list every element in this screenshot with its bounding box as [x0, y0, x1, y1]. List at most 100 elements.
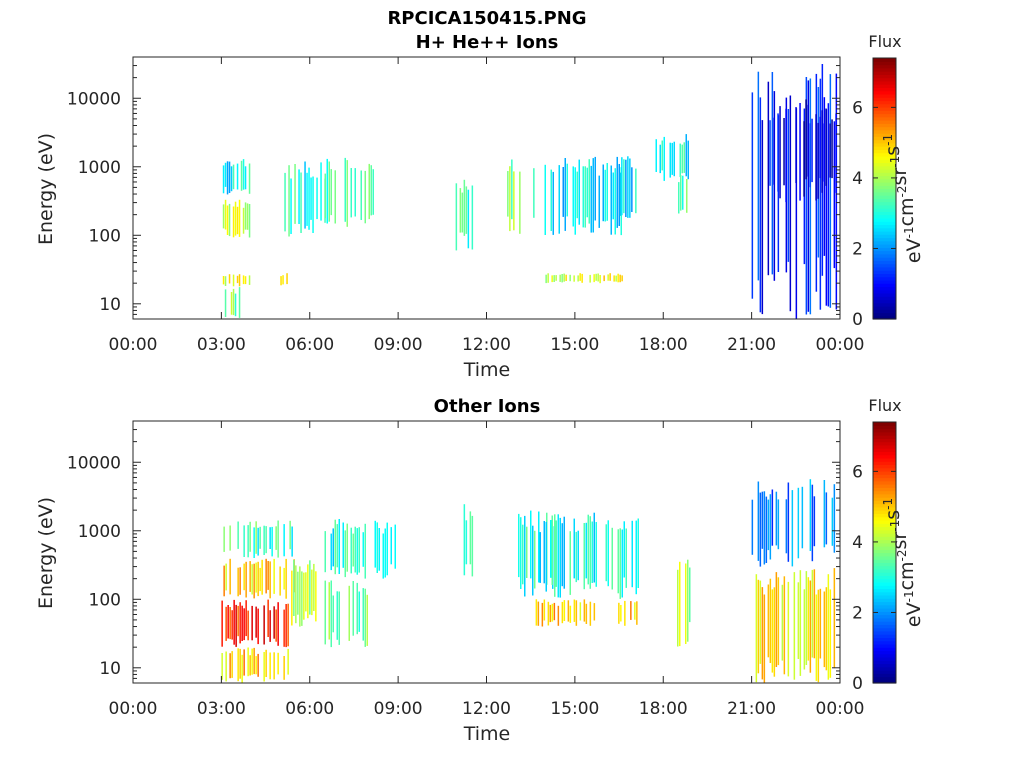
flux-strip — [362, 588, 364, 641]
flux-strip — [581, 273, 583, 283]
flux-region — [324, 519, 396, 579]
y-tick-label: 10 — [99, 659, 121, 679]
flux-strip — [239, 602, 241, 644]
flux-strip — [238, 274, 241, 287]
flux-strip — [578, 159, 580, 225]
flux-strip — [338, 591, 340, 645]
flux-strip — [751, 92, 754, 299]
flux-region — [678, 175, 688, 214]
unit-exponent: -2 — [895, 185, 909, 197]
colorbar-segment — [873, 591, 896, 596]
colorbar-segment — [873, 604, 896, 609]
flux-strip — [817, 122, 819, 199]
flux-strip — [354, 168, 356, 217]
flux-strip — [364, 588, 366, 647]
flux-strip — [805, 77, 808, 315]
flux-strip — [819, 116, 821, 179]
colorbar-segment — [873, 621, 896, 625]
flux-strip — [271, 526, 273, 557]
flux-strip — [237, 605, 239, 637]
flux-strip — [611, 527, 613, 590]
colorbar-segment — [873, 457, 896, 462]
flux-strip — [277, 602, 279, 646]
colorbar-segment — [873, 493, 896, 498]
flux-strip — [236, 163, 239, 190]
figure-filename: RPCICA150415.PNG — [387, 8, 586, 29]
colorbar-segment — [873, 110, 896, 115]
colorbar-segment — [873, 637, 896, 642]
panel-title: H+ He++ Ions — [416, 32, 559, 53]
flux-strip — [594, 156, 596, 221]
flux-strip — [277, 520, 279, 558]
flux-strip — [606, 163, 608, 221]
flux-strip — [222, 204, 225, 229]
flux-strip — [551, 275, 553, 283]
flux-strip — [338, 519, 340, 574]
flux-strip — [224, 276, 227, 286]
colorbar-segment — [873, 546, 896, 550]
colorbar-segment — [873, 286, 896, 291]
flux-strip — [751, 499, 754, 555]
flux-strip — [789, 95, 792, 312]
colorbar-segment — [873, 464, 896, 469]
flux-strip — [659, 144, 661, 174]
flux-strip — [342, 522, 344, 568]
flux-strip — [277, 652, 279, 675]
flux-strip — [609, 273, 611, 281]
flux-strip — [224, 289, 227, 317]
flux-strip — [285, 604, 287, 648]
flux-strip — [815, 114, 817, 201]
colorbar-segment — [873, 227, 896, 232]
flux-strip — [253, 527, 255, 558]
flux-strip — [259, 526, 261, 549]
flux-strip — [241, 605, 243, 641]
colorbar-segment — [873, 178, 896, 183]
colorbar-tick-label: 2 — [852, 603, 863, 623]
flux-strip — [471, 515, 474, 577]
flux-strip — [530, 510, 532, 579]
flux-strip — [809, 78, 812, 315]
flux-strip — [336, 524, 338, 568]
colorbar-segment — [873, 650, 896, 655]
colorbar-segment — [873, 146, 896, 150]
flux-strip — [598, 175, 600, 228]
x-tick-label: 00:00 — [109, 699, 158, 719]
flux-strip — [573, 275, 575, 282]
x-tick-label: 15:00 — [550, 699, 599, 719]
x-tick-label: 00:00 — [816, 335, 865, 355]
colorbar-segment — [873, 562, 896, 567]
flux-strip — [265, 558, 267, 594]
flux-strip — [243, 563, 245, 591]
colorbar-segment — [873, 201, 896, 206]
flux-region — [222, 159, 251, 195]
flux-strip — [621, 157, 623, 216]
colorbar-segment — [873, 270, 896, 274]
flux-strip — [263, 605, 265, 645]
flux-region — [291, 559, 317, 627]
flux-strip — [315, 571, 317, 622]
colorbar-segment — [873, 441, 896, 446]
flux-strip — [585, 603, 588, 624]
flux-strip — [248, 204, 251, 238]
flux-strip — [225, 606, 227, 641]
colorbar-segment — [873, 247, 896, 252]
colorbar-tick-label: 4 — [852, 533, 863, 553]
flux-region — [324, 580, 368, 648]
unit-base: cm — [896, 561, 918, 590]
flux-strip — [801, 486, 804, 549]
flux-strip — [588, 159, 590, 224]
flux-strip — [619, 172, 621, 216]
flux-strip — [575, 600, 578, 626]
colorbar-segment — [873, 250, 896, 255]
flux-strip — [759, 580, 762, 664]
y-tick-label: 1000 — [78, 158, 121, 178]
colorbar-segment — [873, 221, 896, 225]
y-tick-label: 10000 — [67, 89, 121, 109]
flux-strip — [245, 561, 247, 598]
flux-strip — [344, 530, 346, 578]
x-tick-label: 12:00 — [462, 335, 511, 355]
flux-strip — [805, 571, 808, 665]
unit-exponent: -2 — [895, 549, 909, 561]
colorbar-tick-label: 6 — [852, 98, 863, 118]
flux-strip — [557, 605, 560, 626]
